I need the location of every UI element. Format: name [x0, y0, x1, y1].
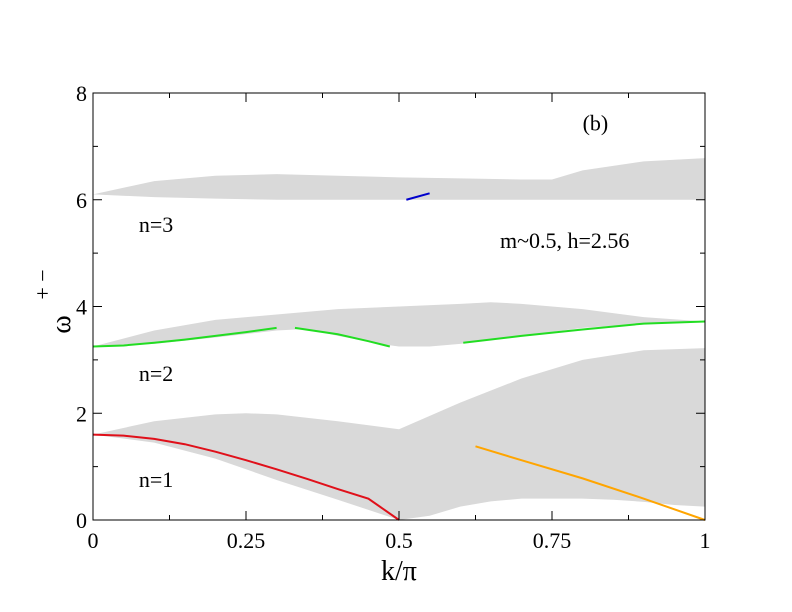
x-tick-label: 0.25: [227, 528, 266, 553]
x-tick-label: 0: [88, 528, 99, 553]
y-tick-label: 2: [76, 401, 87, 426]
y-tick-label: 8: [76, 81, 87, 106]
y-axis-title-superscript: + −: [30, 269, 55, 299]
data-series: [92, 192, 706, 521]
series-line-1: [92, 433, 400, 521]
annotation-n1: n=1: [139, 467, 173, 492]
series-line-5: [463, 320, 706, 344]
continuum-bands: [93, 158, 705, 520]
continuum-band-3: [93, 158, 705, 200]
annotation-params: m~0.5, h=2.56: [500, 228, 629, 253]
y-tick-label: 0: [76, 508, 87, 533]
series-line-3: [92, 326, 277, 348]
annotations: (b) m~0.5, h=2.56 n=3 n=2 n=1: [139, 110, 630, 492]
series-line-6: [406, 192, 430, 201]
y-axis-title: ω: [46, 315, 77, 333]
x-tick-label: 0.75: [533, 528, 572, 553]
continuum-band-1: [93, 348, 705, 520]
annotation-n3: n=3: [139, 212, 173, 237]
annotation-panel: (b): [583, 110, 609, 135]
series-line-4: [294, 326, 391, 348]
annotation-n2: n=2: [139, 361, 173, 386]
y-tick-label: 4: [76, 295, 87, 320]
x-tick-label: 0.5: [385, 528, 413, 553]
x-tick-label: 1: [700, 528, 711, 553]
continuum-band-2: [93, 302, 705, 347]
tick-labels: 0 0.25 0.5 0.75 1 0 2 4 6 8: [76, 81, 711, 553]
x-axis-title: k/π: [381, 556, 417, 587]
y-tick-label: 6: [76, 188, 87, 213]
series-line-2: [475, 445, 706, 521]
axis-ticks: [92, 92, 706, 521]
